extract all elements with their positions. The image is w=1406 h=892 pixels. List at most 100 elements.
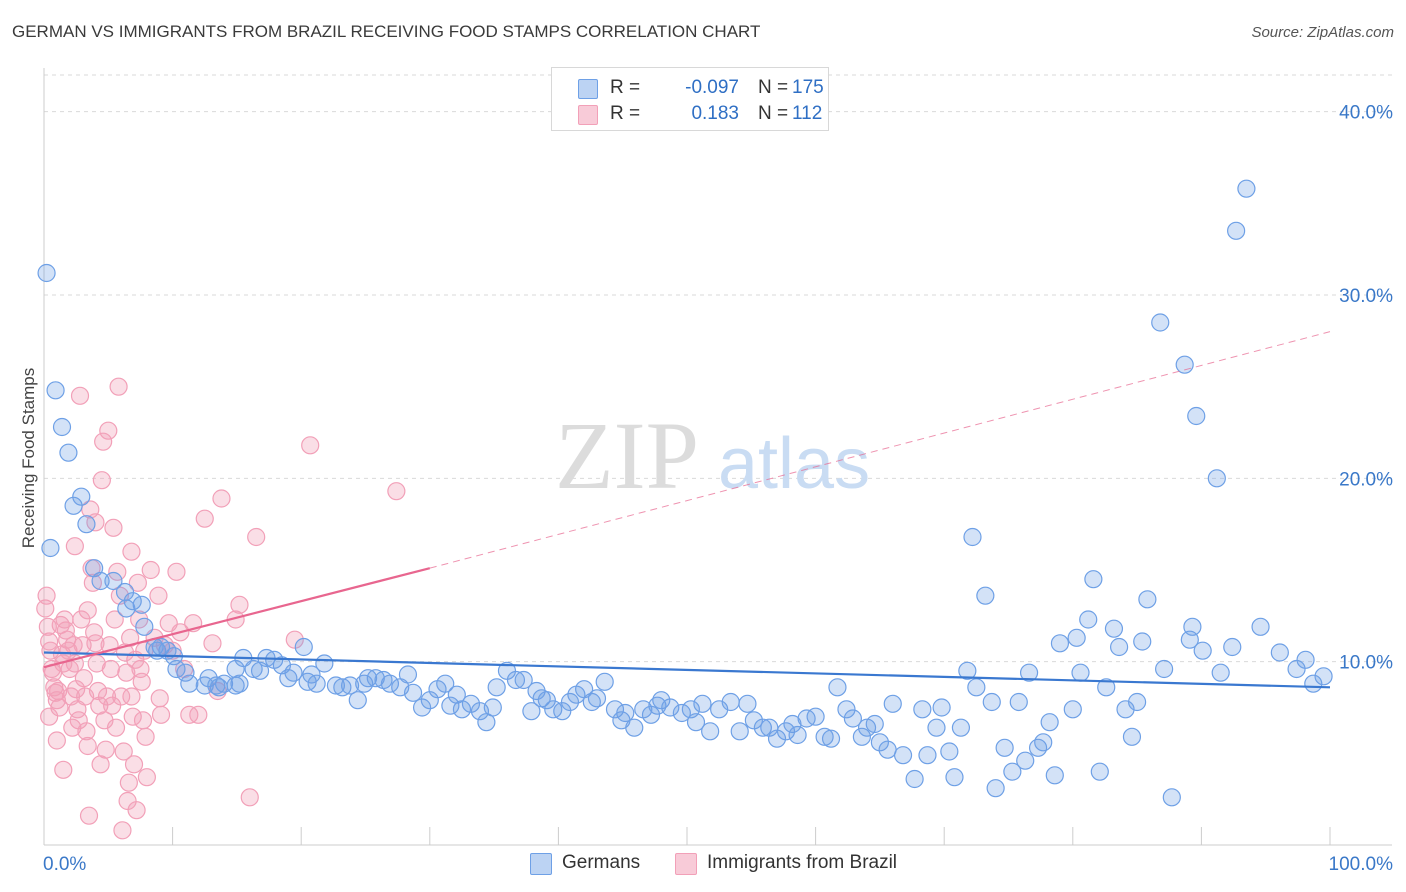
legend-r-label: R =: [610, 77, 641, 98]
data-point-germans: [605, 700, 625, 719]
data-point-germans: [37, 263, 56, 283]
data-point-germans: [176, 663, 195, 682]
legend-n-label: N =: [758, 103, 789, 124]
data-point-germans: [483, 698, 502, 717]
data-point-germans: [64, 496, 83, 515]
points-immigrants-from-brazil: [36, 377, 406, 840]
axis-layer: [43, 68, 1392, 846]
legend-n-value: 112: [792, 103, 823, 124]
data-point-germans: [1028, 738, 1048, 757]
legend-n-value: 175: [792, 77, 824, 98]
data-point-germans: [976, 586, 995, 605]
data-point-germans: [1097, 678, 1116, 697]
data-point-brazil: [123, 707, 142, 726]
data-point-germans: [41, 538, 60, 558]
data-point-germans: [135, 617, 154, 636]
data-point-germans: [1040, 713, 1059, 732]
data-point-brazil: [189, 705, 208, 724]
data-point-germans: [870, 733, 890, 752]
data-point-germans: [1251, 617, 1270, 636]
legend-n-label: N =: [758, 77, 789, 98]
data-point-germans: [1207, 469, 1226, 488]
data-point-germans: [537, 691, 556, 710]
data-point-germans: [641, 705, 661, 724]
data-point-brazil: [88, 681, 108, 701]
data-point-germans: [279, 669, 298, 688]
data-point-brazil: [128, 573, 147, 592]
data-point-germans: [1067, 628, 1086, 647]
data-point-germans: [1071, 663, 1090, 682]
data-point-brazil: [141, 560, 160, 580]
data-point-germans: [1063, 700, 1082, 719]
data-point-germans: [544, 700, 563, 719]
data-point-brazil: [65, 537, 84, 556]
legend-r-value: 0.183: [691, 103, 739, 124]
data-point-germans: [209, 678, 228, 697]
data-point-brazil: [70, 386, 90, 405]
data-point-germans: [412, 698, 432, 717]
data-point-germans: [436, 674, 455, 693]
data-point-germans: [560, 692, 580, 712]
data-point-brazil: [37, 586, 56, 605]
data-point-germans: [1019, 663, 1039, 682]
data-point-germans: [1193, 641, 1212, 660]
data-point-germans: [730, 722, 749, 741]
data-point-germans: [132, 595, 151, 614]
data-point-germans: [721, 692, 740, 712]
data-point-brazil: [137, 768, 156, 787]
data-point-germans: [553, 702, 572, 721]
data-point-germans: [180, 674, 199, 693]
data-point-germans: [865, 714, 884, 734]
data-point-germans: [72, 487, 91, 506]
data-point-germans: [244, 659, 263, 679]
data-point-germans: [59, 443, 78, 462]
data-point-germans: [230, 674, 249, 693]
data-point-germans: [982, 692, 1001, 712]
data-point-germans: [1034, 733, 1053, 752]
data-point-brazil: [122, 542, 141, 561]
data-point-germans: [693, 694, 712, 713]
data-point-brazil: [132, 672, 151, 691]
data-point-germans: [932, 698, 951, 717]
watermark-zip: ZIP: [555, 402, 699, 509]
trend-line-germans: [43, 651, 1331, 689]
data-point-brazil: [113, 821, 132, 840]
bottom-legend-swatch-brazil: [675, 853, 697, 875]
data-point-brazil: [79, 806, 99, 825]
data-point-germans: [995, 738, 1014, 757]
data-point-brazil: [105, 610, 124, 629]
chart-title: GERMAN VS IMMIGRANTS FROM BRAZIL RECEIVI…: [12, 22, 761, 41]
data-point-brazil: [78, 736, 97, 756]
data-point-germans: [958, 661, 977, 680]
data-point-germans: [701, 722, 720, 741]
data-point-brazil: [122, 687, 141, 706]
x-tick-label: 100.0%: [1329, 854, 1394, 875]
data-point-germans: [403, 683, 423, 702]
data-point-germans: [1109, 637, 1129, 657]
correlation-legend: R = -0.097 N = 175 R = 0.183 N = 112: [551, 67, 829, 131]
data-point-germans: [441, 696, 460, 715]
data-point-brazil: [41, 641, 60, 660]
data-point-brazil: [121, 628, 140, 647]
data-point-brazil: [119, 773, 138, 792]
data-point-germans: [595, 672, 614, 691]
data-point-brazil: [72, 610, 91, 629]
bottom-legend-label-brazil: Immigrants from Brazil: [707, 852, 898, 873]
data-point-brazil: [212, 489, 231, 508]
points-germans: [37, 179, 1333, 807]
data-point-germans: [1016, 751, 1035, 770]
legend-r-value: -0.097: [685, 77, 739, 98]
data-point-germans: [1211, 663, 1230, 682]
bottom-legend-label-germans: Germans: [562, 852, 641, 873]
data-point-germans: [905, 769, 924, 789]
data-point-germans: [1079, 610, 1098, 629]
data-point-germans: [753, 718, 772, 737]
data-point-germans: [294, 637, 313, 657]
data-point-germans: [1314, 667, 1333, 686]
data-point-germans: [837, 700, 856, 719]
data-point-germans: [302, 665, 321, 684]
data-point-brazil: [301, 436, 320, 455]
data-point-brazil: [47, 731, 66, 750]
data-point-germans: [226, 659, 245, 679]
